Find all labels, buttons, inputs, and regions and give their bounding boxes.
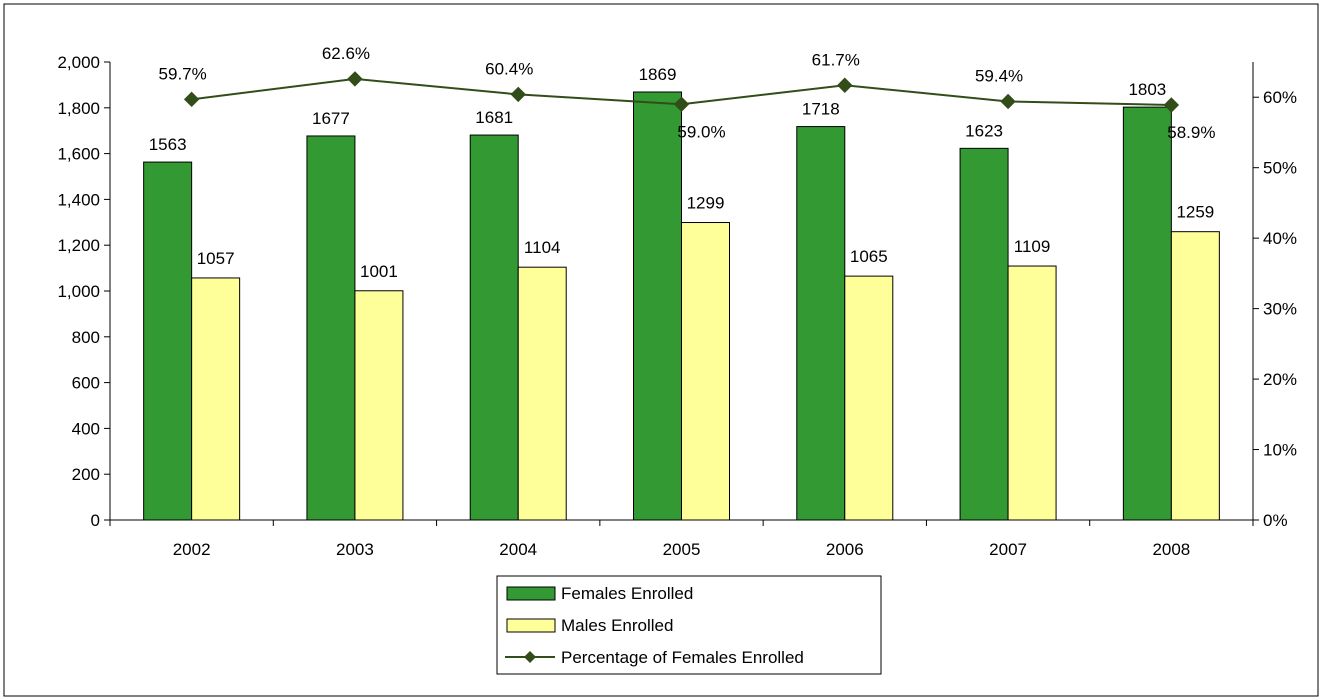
data-label-females: 1677 [312, 109, 350, 128]
marker-percentage-2002 [183, 91, 200, 108]
data-label-females: 1623 [965, 121, 1003, 140]
data-label-females: 1681 [475, 108, 513, 127]
data-label-males: 1109 [1014, 237, 1051, 256]
bar-males-2003 [354, 290, 404, 521]
data-label-females: 1563 [149, 135, 187, 154]
data-label-percentage: 62.6% [322, 44, 370, 63]
y-left-tick-label: 800 [72, 328, 100, 347]
y-right-tick-label: 40% [1263, 229, 1297, 248]
x-tick-label: 2005 [663, 540, 701, 559]
bar-males-2005 [681, 222, 730, 521]
marker-percentage-2007 [1000, 93, 1016, 110]
x-tick-label: 2008 [1152, 540, 1190, 559]
legend-label: Percentage of Females Enrolled [561, 648, 804, 667]
bar-males-2004 [517, 266, 567, 521]
legend: Females Enrolled Males Enrolled Percentage… [496, 575, 882, 675]
labels-layer: 1563 1057 1677 1001 1681 1104 1869 1299 1718 1065… [149, 44, 1216, 281]
bar-males-2008 [1170, 231, 1220, 521]
x-tick-label: 2006 [826, 540, 864, 559]
x-tick-label: 2003 [336, 540, 374, 559]
data-label-females: 1718 [802, 100, 840, 119]
y-left-tick-label: 0 [91, 511, 100, 530]
line-layer [183, 71, 1180, 113]
bars-layer [143, 91, 1220, 521]
bar-females-2005 [633, 91, 682, 521]
data-label-males: 1299 [687, 194, 725, 213]
data-label-males: 1259 [1176, 203, 1214, 222]
y-left-tick-label: 1,600 [57, 145, 100, 164]
legend-box [496, 575, 882, 675]
legend-swatch [506, 586, 556, 601]
marker-percentage-2004 [510, 86, 526, 103]
data-label-females: 1803 [1128, 80, 1166, 99]
y-right-tick-label: 10% [1263, 441, 1297, 460]
y-left-tick-label: 400 [72, 419, 100, 438]
data-label-males: 1065 [850, 247, 888, 266]
bar-females-2007 [959, 147, 1009, 521]
bar-females-2002 [143, 161, 193, 521]
y-right-tick-label: 20% [1263, 370, 1297, 389]
data-label-percentage: 59.4% [975, 66, 1023, 85]
marker-percentage-2006 [837, 77, 853, 93]
y-right-tick-label: 0% [1263, 511, 1288, 530]
y-left-tick-label: 2,000 [57, 53, 100, 72]
bar-males-2002 [191, 277, 241, 521]
legend-swatch [506, 618, 556, 633]
data-label-males: 1001 [360, 262, 398, 281]
y-right-tick-label: 50% [1263, 159, 1297, 178]
x-tick-label: 2007 [989, 540, 1027, 559]
marker-percentage-2005 [673, 96, 690, 112]
legend-label: Females Enrolled [561, 584, 693, 603]
bar-females-2004 [469, 134, 519, 521]
y-left-tick-label: 1,800 [57, 99, 100, 118]
bar-females-2003 [306, 135, 356, 521]
data-label-percentage: 60.4% [485, 59, 533, 78]
y-right-tick-label: 60% [1263, 88, 1297, 107]
data-label-percentage: 59.7% [159, 64, 207, 83]
x-tick-label: 2004 [499, 540, 537, 559]
marker-percentage-2003 [347, 71, 363, 87]
legend-label: Males Enrolled [561, 616, 673, 635]
bar-males-2007 [1007, 265, 1057, 521]
data-label-females: 1869 [639, 65, 677, 84]
x-tick-label: 2002 [173, 540, 211, 559]
bar-females-2008 [1122, 106, 1172, 521]
marker-percentage-2008 [1163, 97, 1180, 113]
data-label-males: 1057 [197, 249, 235, 268]
bar-males-2006 [844, 275, 894, 521]
y-left-tick-label: 1,200 [57, 236, 100, 255]
y-left-tick-label: 1,000 [57, 282, 100, 301]
y-left-tick-label: 200 [72, 465, 100, 484]
data-label-percentage: 59.0% [677, 122, 725, 141]
data-label-males: 1104 [524, 238, 561, 257]
y-left-tick-label: 600 [72, 374, 100, 393]
data-label-percentage: 58.9% [1167, 123, 1215, 142]
data-label-percentage: 61.7% [812, 50, 860, 69]
legend-marker [524, 651, 536, 663]
bar-females-2006 [796, 126, 846, 521]
y-left-tick-label: 1,400 [57, 190, 100, 209]
y-right-tick-label: 30% [1263, 300, 1297, 319]
axes-layer: 0 200 400 600 800 1,000 1,200 1,400 1,600 1,800 2,… [57, 53, 1297, 559]
